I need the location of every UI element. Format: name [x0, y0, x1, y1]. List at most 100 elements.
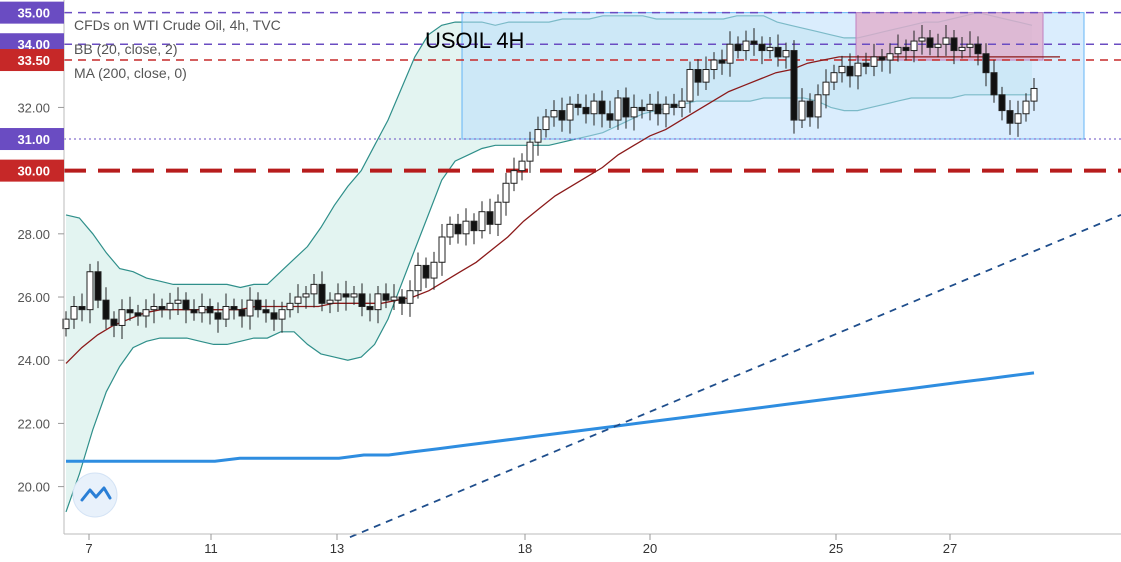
candle-body-57: [518, 160, 526, 172]
candle-body-120: [1022, 100, 1030, 115]
candle-25: [262, 299, 270, 323]
candle-91: [790, 40, 798, 134]
x-tick-label-1: 11: [204, 541, 218, 556]
candle-body-25: [262, 309, 270, 314]
candle-body-102: [878, 56, 886, 61]
candle-44: [414, 252, 422, 299]
candle-body-71: [630, 106, 638, 118]
candle-18: [206, 298, 214, 325]
candle-98: [846, 53, 854, 88]
candle-body-12: [158, 305, 166, 311]
candle-51: [470, 213, 478, 245]
candle-92: [798, 88, 806, 128]
price-badge-bg-2: [0, 49, 64, 72]
candle-body-110: [942, 37, 950, 45]
candle-body-67: [598, 100, 606, 115]
candle-38: [366, 293, 374, 322]
candle-body-96: [830, 72, 838, 83]
axis-layer: 32.00 28.00 26.00 24.00 22.00 20.00 7 11 13 18 20 2…: [17, 0, 1121, 556]
candle-9: [134, 304, 142, 326]
candle-48: [446, 216, 454, 245]
candle-34: [334, 283, 342, 312]
candle-body-108: [926, 37, 934, 48]
candle-40: [382, 283, 390, 309]
legend-bollinger[interactable]: BB (20, close, 2): [74, 41, 178, 57]
candle-body-85: [742, 40, 750, 52]
candle-31: [310, 273, 318, 308]
candles-layer: [62, 24, 1038, 340]
candle-body-49: [454, 223, 462, 235]
candle-78: [686, 61, 694, 113]
legend-symbol[interactable]: CFDs on WTI Crude Oil, 4h, TVC: [74, 17, 281, 33]
candle-119: [1014, 100, 1022, 137]
candle-116: [990, 59, 998, 103]
candle-body-82: [718, 59, 726, 64]
candle-77: [678, 88, 686, 118]
candle-111: [950, 30, 958, 65]
candle-105: [902, 39, 910, 61]
candle-body-24: [254, 299, 262, 311]
candle-body-109: [934, 43, 942, 48]
candle-body-32: [318, 283, 326, 304]
candle-68: [606, 100, 614, 128]
price-badge-label-4: 30.00: [17, 164, 50, 179]
candle-body-92: [798, 100, 806, 121]
candle-body-38: [366, 305, 374, 311]
candle-body-91: [790, 50, 798, 121]
price-badge-label-2: 33.50: [17, 53, 50, 68]
candle-body-33: [326, 299, 334, 304]
y-tick-label-2: 26.00: [17, 290, 50, 305]
candle-body-36: [350, 293, 358, 298]
candle-107: [918, 24, 926, 55]
price-badge-2: 33.50: [0, 49, 64, 72]
price-badge-label-1: 34.00: [17, 37, 50, 52]
ascending-trendline: [349, 214, 1121, 538]
candle-body-107: [918, 37, 926, 42]
candle-body-35: [342, 293, 350, 298]
candle-83: [726, 31, 734, 77]
candle-body-51: [470, 220, 478, 232]
candle-body-45: [422, 264, 430, 279]
candle-body-69: [614, 97, 622, 121]
candle-body-101: [870, 56, 878, 67]
candle-27: [278, 301, 286, 333]
candle-23: [246, 287, 254, 330]
candle-body-72: [638, 106, 646, 112]
tradingview-logo-icon[interactable]: [72, 472, 118, 518]
candle-body-15: [182, 299, 190, 311]
candle-body-39: [374, 293, 382, 311]
candle-body-40: [382, 293, 390, 301]
candle-94: [814, 84, 822, 129]
candle-body-50: [462, 220, 470, 235]
candle-57: [518, 153, 526, 181]
candle-95: [822, 69, 830, 109]
candle-body-52: [478, 211, 486, 232]
candle-body-62: [558, 110, 566, 121]
legend-moving-average[interactable]: MA (200, close, 0): [74, 65, 187, 81]
candle-106: [910, 30, 918, 63]
candle-body-84: [734, 43, 742, 52]
y-tick-label-3: 24.00: [17, 353, 50, 368]
candle-body-23: [246, 299, 254, 317]
candle-body-99: [854, 62, 862, 77]
candle-69: [614, 90, 622, 130]
candle-2: [78, 293, 86, 322]
y-tick-label-4: 22.00: [17, 416, 50, 431]
candle-body-79: [694, 69, 702, 83]
candle-body-47: [438, 236, 446, 263]
candle-4: [94, 261, 102, 309]
candle-59: [534, 116, 542, 156]
candle-73: [646, 93, 654, 121]
candle-12: [158, 298, 166, 318]
candle-body-118: [1006, 110, 1014, 124]
candle-104: [894, 34, 902, 62]
candle-body-97: [838, 65, 846, 74]
candle-body-65: [582, 106, 590, 115]
long-moving-average-line: [66, 371, 1035, 463]
candle-body-37: [358, 293, 366, 307]
candle-30: [302, 285, 310, 309]
candle-body-95: [822, 81, 830, 96]
candle-80: [702, 56, 710, 91]
candle-101: [870, 43, 878, 77]
